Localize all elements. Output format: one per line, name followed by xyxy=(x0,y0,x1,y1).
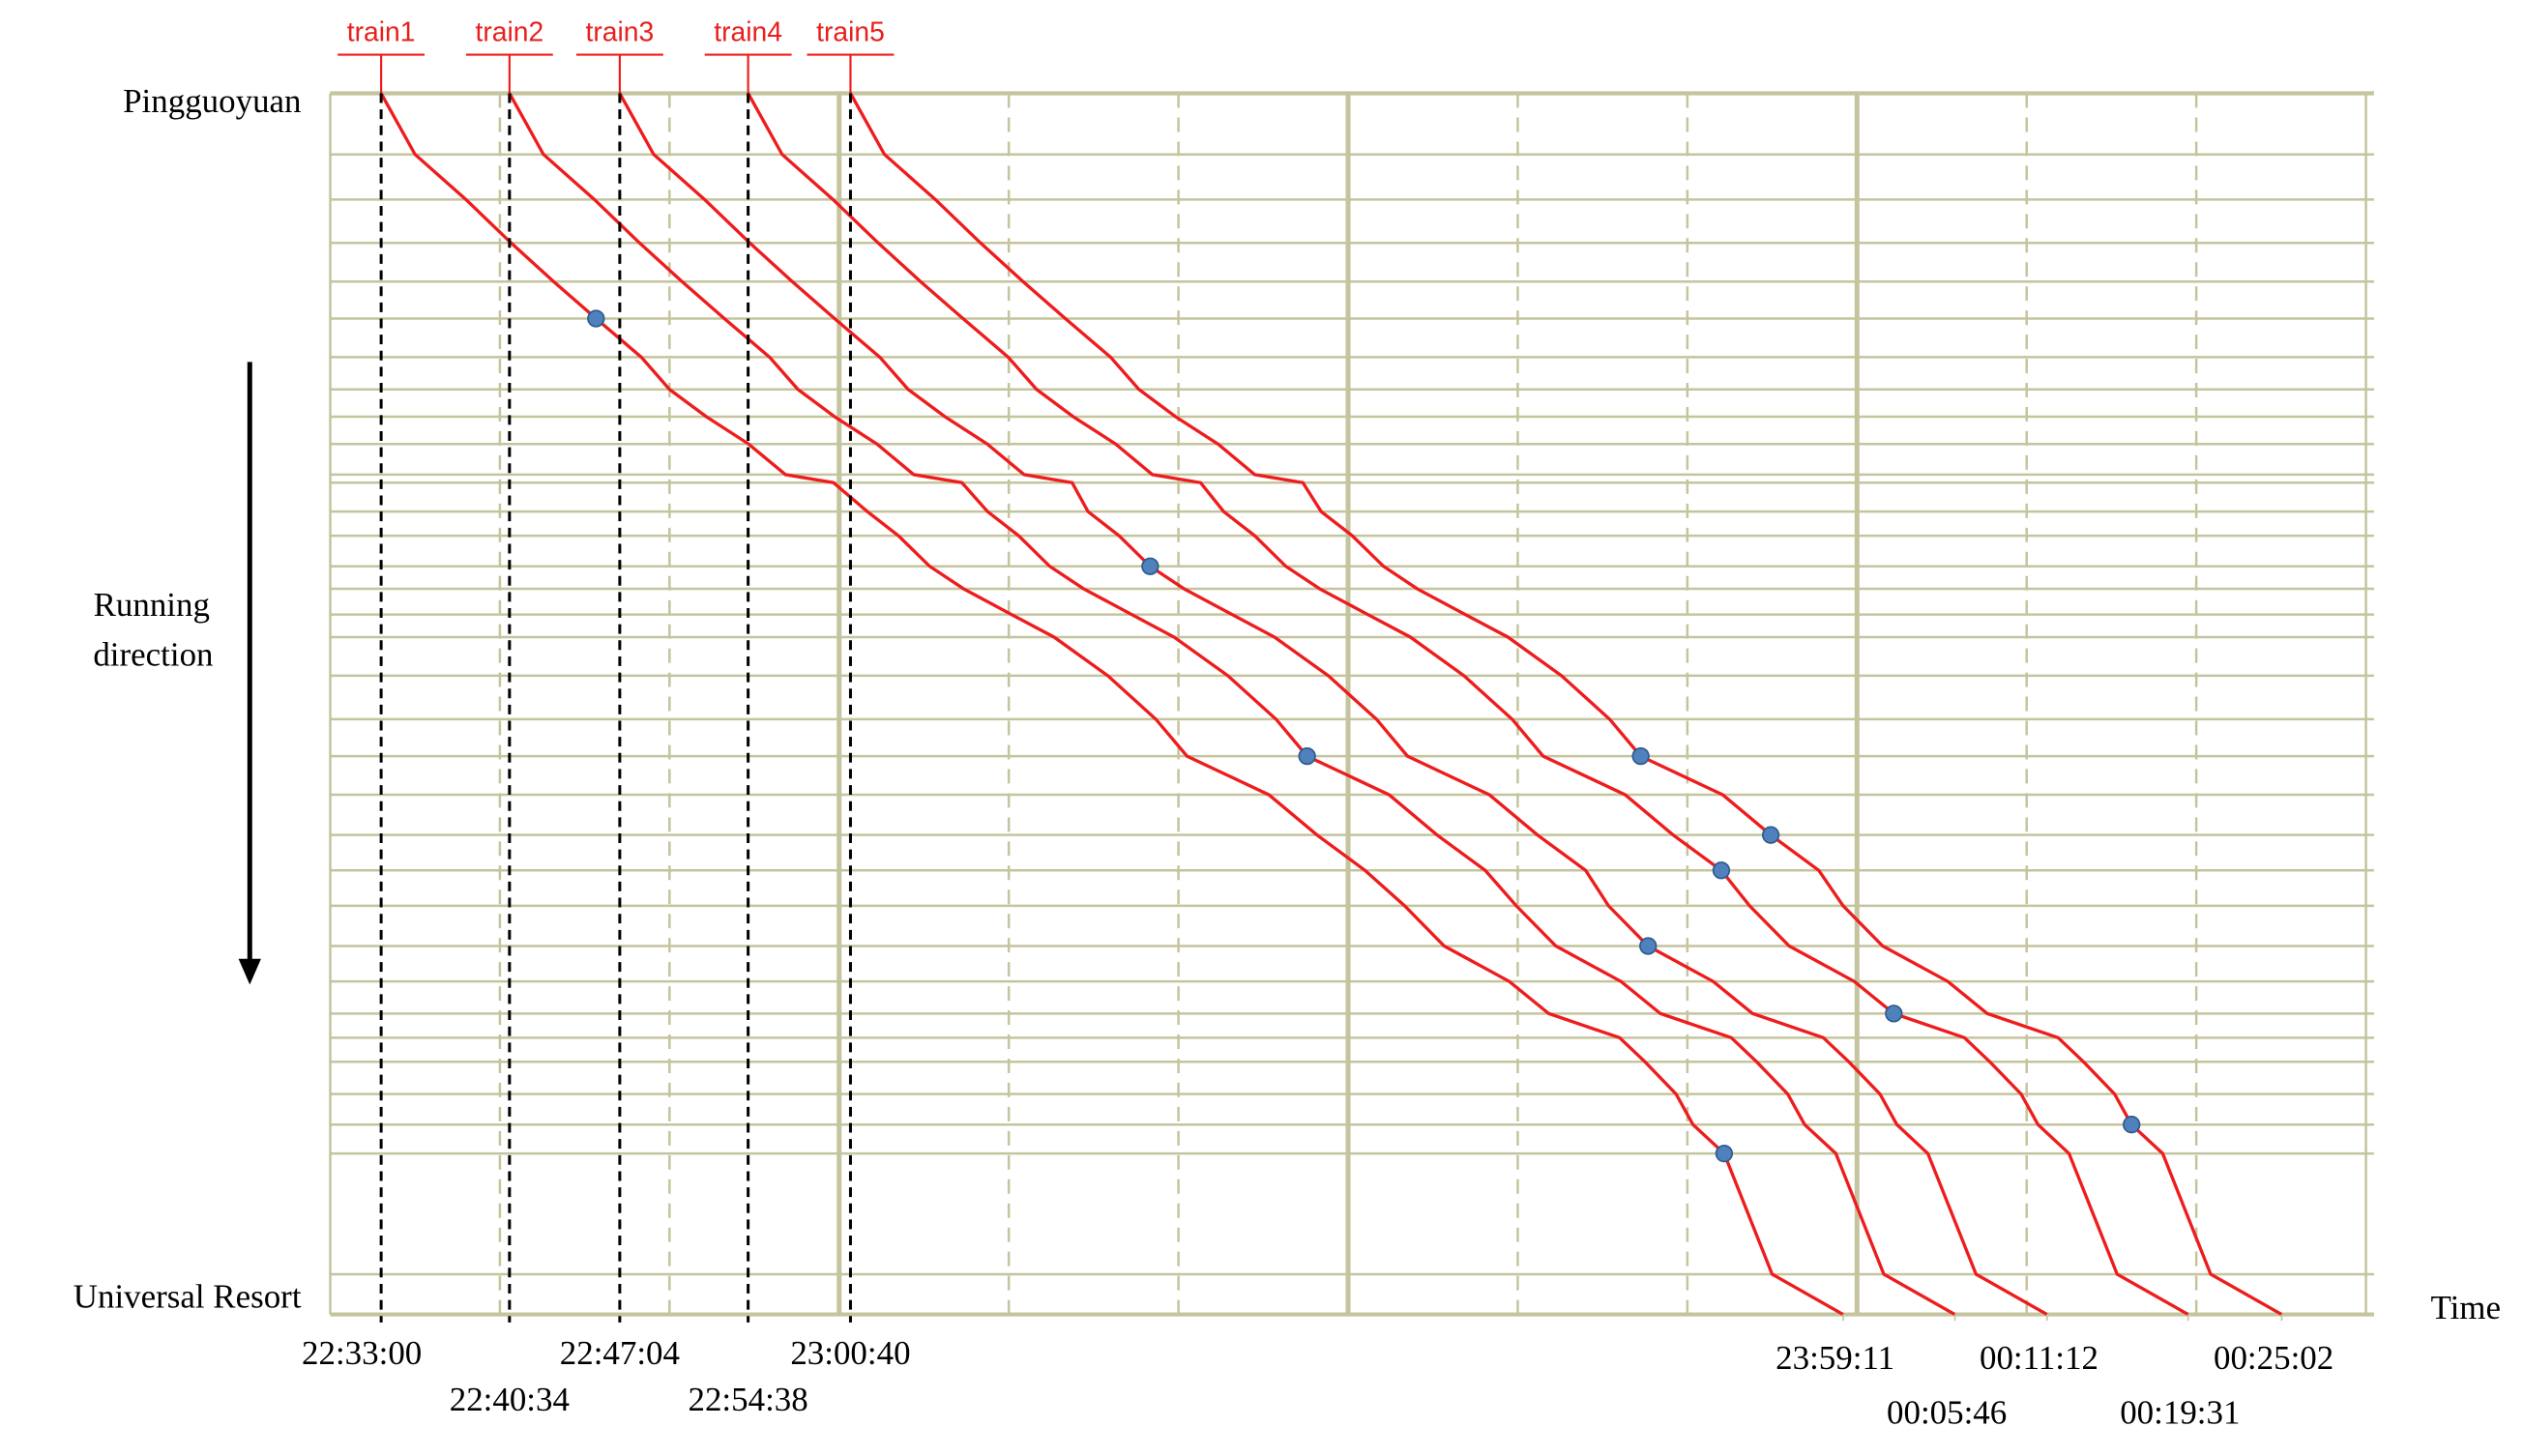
train-label: train5 xyxy=(816,15,885,46)
train-label: train3 xyxy=(586,15,655,46)
x-tick-label: 23:59:11 xyxy=(1776,1339,1894,1377)
direction-arrow-head xyxy=(238,958,261,985)
x-tick-label: 00:25:02 xyxy=(2214,1339,2333,1377)
train-path xyxy=(747,92,2189,1317)
train-path xyxy=(618,92,2048,1317)
x-tick-label: 23:00:40 xyxy=(790,1334,910,1372)
event-marker xyxy=(1761,826,1780,844)
event-marker xyxy=(1631,746,1650,766)
x-tick-label: 22:47:04 xyxy=(560,1334,680,1372)
x-tick-label: 22:40:34 xyxy=(450,1381,570,1418)
x-tick-label: 00:11:12 xyxy=(1980,1339,2098,1377)
annotation: Running xyxy=(94,586,210,624)
train-label: train4 xyxy=(714,15,782,46)
x-tick-label: 00:19:31 xyxy=(2120,1393,2240,1431)
train-path xyxy=(379,92,1844,1317)
train-path xyxy=(849,92,2283,1317)
x-axis-label: Time xyxy=(2430,1289,2501,1326)
event-marker xyxy=(1712,861,1731,880)
train-path xyxy=(508,92,1956,1317)
x-tick-label: 00:05:46 xyxy=(1887,1393,2007,1431)
x-tick-label: 22:54:38 xyxy=(689,1381,808,1418)
event-marker xyxy=(1639,937,1658,955)
train-label: train1 xyxy=(347,15,416,46)
event-marker xyxy=(1141,557,1159,575)
event-marker xyxy=(1715,1144,1734,1163)
x-tick-label: 22:33:00 xyxy=(302,1334,422,1372)
annotation: direction xyxy=(93,636,213,674)
train-label: train2 xyxy=(475,15,543,46)
station-label: Pingguoyuan xyxy=(123,82,301,120)
station-label: Universal Resort xyxy=(73,1278,302,1316)
event-marker xyxy=(1885,1005,1903,1023)
event-marker xyxy=(2123,1116,2141,1134)
event-marker xyxy=(587,309,605,328)
event-marker xyxy=(1298,746,1316,766)
